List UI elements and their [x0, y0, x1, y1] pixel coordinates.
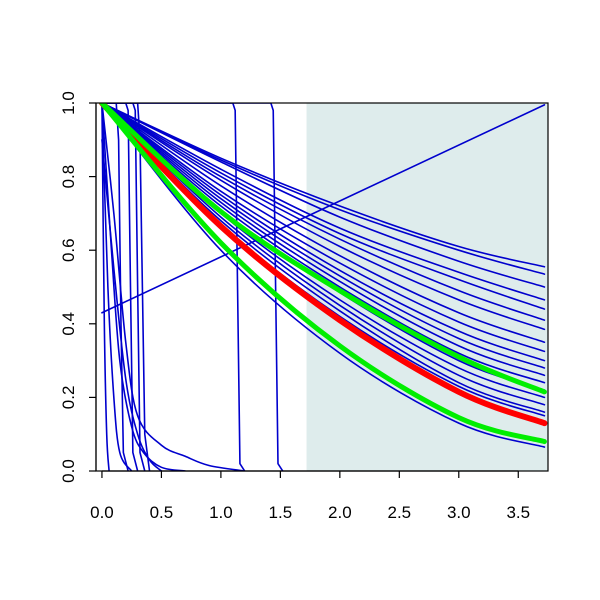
y-tick-label: 0.2: [59, 386, 78, 410]
blue-series-line-13: [101, 103, 546, 384]
blue-series-line-6: [101, 103, 546, 321]
blue-series-line-21: [101, 103, 246, 471]
curves-group: [98, 103, 548, 471]
y-tick-label: 0.4: [59, 312, 78, 336]
blue-series-line-23: [101, 103, 139, 471]
blue-series-line-30: [101, 103, 110, 471]
y-tick-label: 1.0: [59, 91, 78, 115]
blue-series-line-1: [101, 103, 546, 268]
x-tick-label: 1.5: [269, 503, 293, 522]
y-tick-label: 0.6: [59, 238, 78, 262]
blue-series-line-3: [101, 103, 546, 288]
x-tick-label: 0.0: [90, 503, 114, 522]
blue-series-line-8: [101, 103, 546, 343]
x-axis: 0.0 0.5 1.0 1.5 2.0 2.5 3.0 3.5: [90, 470, 530, 522]
y-axis: 0.0 0.2 0.4 0.6 0.8 1.0: [59, 91, 97, 483]
blue-series-line-4: [101, 103, 546, 301]
blue-series-line-27: [101, 103, 246, 471]
blue-series-line-31: [101, 139, 163, 471]
x-tick-label: 3.0: [447, 503, 471, 522]
x-tick-label: 2.5: [387, 503, 411, 522]
blue-series-line-9: [101, 103, 546, 353]
x-tick-label: 3.5: [506, 503, 530, 522]
blue-series-line-22: [101, 103, 284, 471]
x-tick-label: 1.0: [209, 503, 233, 522]
blue-series-line-19: [101, 103, 546, 448]
blue-series-line-11: [101, 103, 546, 369]
red-series-line-32: [98, 103, 548, 427]
x-tick-label: 0.5: [150, 503, 174, 522]
blue-series-line-29: [101, 103, 133, 471]
blue-series-line-25: [101, 103, 151, 471]
y-tick-label: 0.0: [59, 459, 78, 483]
blue-series-line-5: [101, 103, 546, 310]
y-tick-label: 0.8: [59, 165, 78, 189]
blue-series-line-20: [101, 104, 546, 314]
green-series-line-34: [99, 103, 547, 445]
blue-series-line-10: [101, 103, 546, 362]
blue-series-line-24: [101, 103, 146, 471]
x-tick-label: 2.0: [328, 503, 352, 522]
green-series-line-33: [99, 103, 547, 395]
blue-series-line-26: [101, 103, 129, 471]
blue-series-line-7: [101, 103, 546, 331]
blue-series-line-12: [101, 103, 546, 377]
